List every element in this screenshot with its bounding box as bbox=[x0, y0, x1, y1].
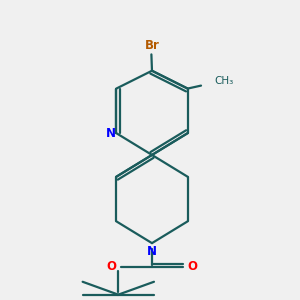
Text: N: N bbox=[147, 244, 157, 258]
Text: O: O bbox=[107, 260, 117, 273]
Text: N: N bbox=[106, 127, 116, 140]
Text: Br: Br bbox=[145, 40, 159, 52]
Text: O: O bbox=[187, 260, 197, 273]
Text: CH₃: CH₃ bbox=[214, 76, 234, 85]
